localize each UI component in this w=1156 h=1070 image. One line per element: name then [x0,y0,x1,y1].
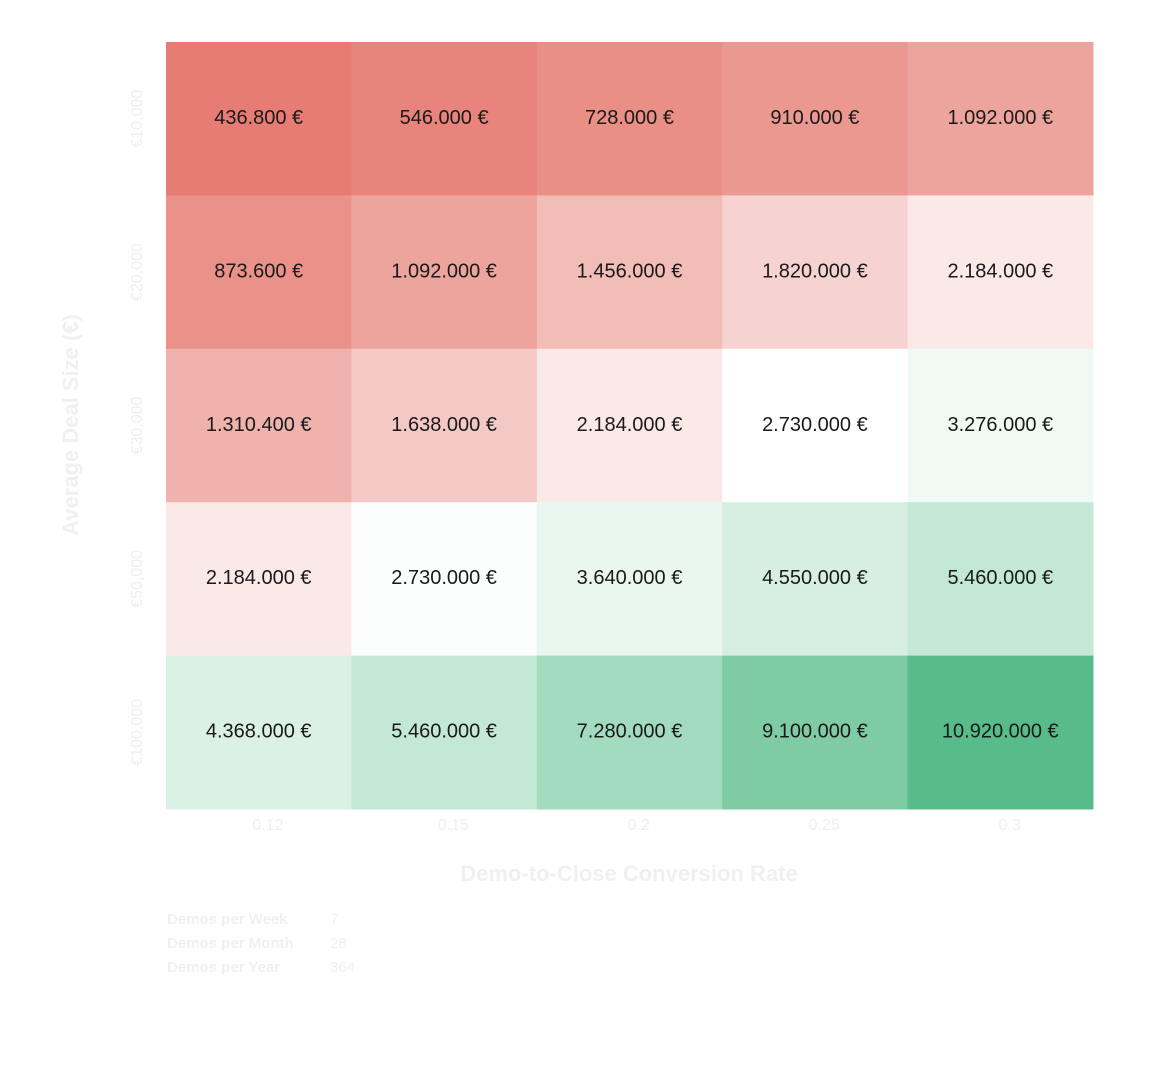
y-tick-label: €100,000 [129,699,146,766]
y-tick-label: €50,000 [129,550,146,608]
heatmap-cell [722,502,909,657]
cell-label: 1.092.000 € [391,260,497,282]
heatmap-cell [907,42,1094,196]
cell-label: 5.460.000 € [391,721,497,743]
heatmap-cell [536,195,723,350]
heatmap-cell [722,655,909,810]
heatmap-cell [722,195,909,350]
heatmap-cell [722,42,909,196]
cell-label: 910.000 € [770,107,859,129]
heatmap-cell [536,502,723,657]
heatmap-cell [166,348,352,503]
cell-label: 2.730.000 € [391,567,497,589]
x-tick-label: 0.3 [998,817,1020,834]
cell-label: 2.184.000 € [577,414,683,436]
heatmap-cell [907,348,1094,503]
cell-label: 5.460.000 € [947,567,1053,589]
heatmap-cell [907,195,1094,350]
cell-label: 1.092.000 € [947,107,1053,129]
x-tick-label: 0.15 [438,817,469,834]
heatmap-cell [536,42,723,196]
cell-label: 1.820.000 € [762,260,868,282]
heatmap-cell [166,655,352,810]
cell-label: 7.280.000 € [577,721,683,743]
cell-label: 728.000 € [585,107,674,129]
cell-label: 3.640.000 € [577,567,683,589]
stat-label: Demos per Week [167,911,288,928]
cell-label: 3.276.000 € [947,414,1053,436]
cell-label: 2.184.000 € [947,260,1053,282]
cell-label: 4.368.000 € [206,721,312,743]
cell-label: 436.800 € [214,107,303,129]
heatmap-cell [536,348,723,503]
cell-label: 546.000 € [400,107,489,129]
cell-label: 1.310.400 € [206,414,312,436]
heatmap-cell [907,502,1094,657]
x-axis-title: Demo-to-Close Conversion Rate [460,861,797,886]
stat-value: 7 [330,911,338,928]
stat-label: Demos per Year [167,959,280,976]
heatmap-cell [166,195,352,350]
cell-label: 4.550.000 € [762,567,868,589]
heatmap-cell [166,42,352,196]
heatmap-cell [351,348,538,503]
stat-value: 364 [330,959,355,976]
cell-label: 873.600 € [214,260,303,282]
cell-label: 2.730.000 € [762,414,868,436]
cell-label: 1.638.000 € [391,414,497,436]
cell-label: 1.456.000 € [577,260,683,282]
cell-label: 10.920.000 € [942,721,1059,743]
heatmap-cell [351,655,538,810]
stat-label: Demos per Month [167,935,294,952]
heatmap-cell [166,502,352,657]
heatmap-cell [351,195,538,350]
heatmap-cell [907,655,1094,810]
cell-label: 9.100.000 € [762,721,868,743]
x-tick-label: 0.12 [252,817,283,834]
heatmap-cell [351,502,538,657]
y-tick-label: €10,000 [129,90,146,148]
x-tick-label: 0.25 [809,817,840,834]
y-axis-title: Average Deal Size (€) [58,314,83,536]
y-tick-label: €20,000 [129,243,146,301]
cell-label: 2.184.000 € [206,567,312,589]
heatmap-cell [722,348,909,503]
heatmap-cell [536,655,723,810]
y-tick-label: €30,000 [129,396,146,454]
stat-value: 28 [330,935,347,952]
heatmap-cell [351,42,538,196]
x-tick-label: 0.2 [628,817,650,834]
